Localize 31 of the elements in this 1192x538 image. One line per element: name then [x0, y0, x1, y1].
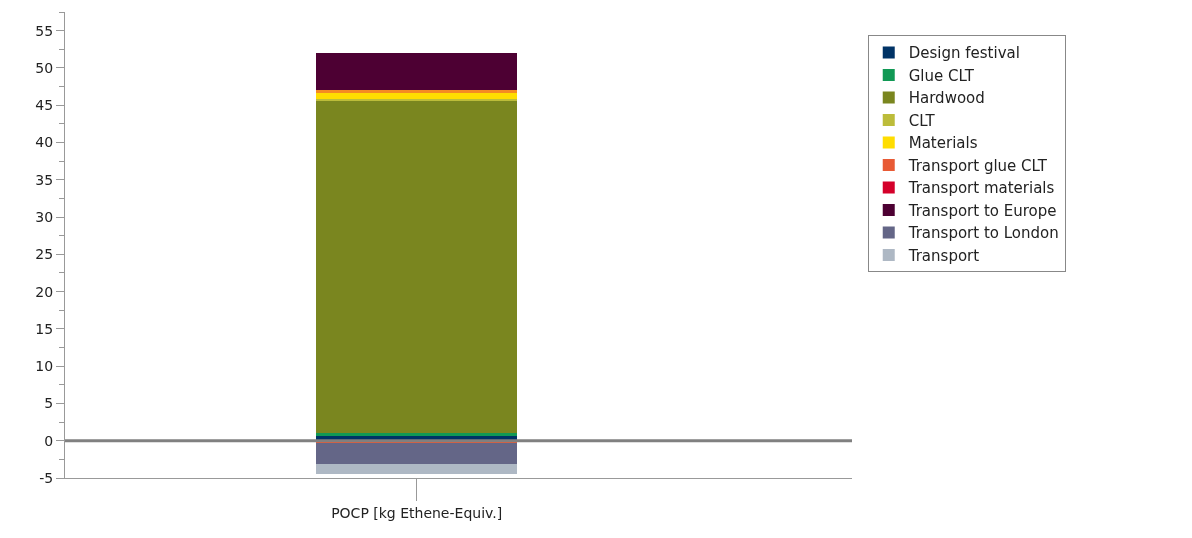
y-tick-label: 10 — [35, 358, 54, 375]
y-tick-label: 15 — [35, 320, 54, 337]
legend-label: Transport glue CLT — [907, 156, 1048, 175]
y-tick-label: 40 — [35, 134, 54, 151]
y-tick-label: 0 — [44, 432, 54, 449]
bar — [316, 464, 517, 474]
legend-label: Glue CLT — [908, 66, 975, 85]
bar — [316, 443, 517, 464]
legend-label: CLT — [908, 111, 936, 130]
x-tick-label: POCP [kg Ethene-Equiv.] — [331, 504, 503, 521]
legend-label: Transport to London — [907, 224, 1059, 243]
legend-label: Transport to Europe — [907, 201, 1057, 220]
y-tick-label: 45 — [35, 97, 54, 114]
bar — [316, 90, 517, 93]
y-tick-label: 35 — [35, 171, 54, 188]
bar — [316, 433, 517, 436]
legend-label: Materials — [908, 134, 978, 153]
bar — [316, 53, 517, 90]
y-tick-label: 25 — [35, 246, 54, 263]
legend-label: Transport — [907, 246, 980, 265]
legend-label: Transport materials — [907, 179, 1055, 198]
bar — [316, 101, 517, 433]
legend-label: Hardwood — [908, 89, 985, 108]
y-tick-label: 5 — [44, 395, 54, 412]
y-tick-label: -5 — [39, 469, 54, 486]
y-tick-label: 55 — [35, 22, 54, 39]
y-tick-label: 50 — [35, 59, 54, 76]
y-tick-label: 30 — [35, 208, 54, 225]
legend-label: Design festival — [908, 44, 1020, 63]
bar — [316, 93, 517, 99]
y-tick-label: 20 — [35, 283, 54, 300]
